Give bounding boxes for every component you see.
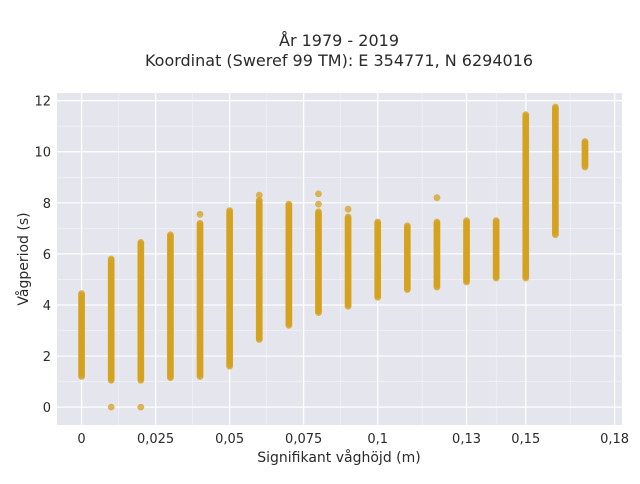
data-point-outlier [344, 205, 352, 213]
data-point [78, 290, 85, 297]
data-point-outlier [255, 191, 263, 199]
data-point [344, 213, 352, 221]
data-point-outlier [107, 403, 115, 411]
data-point [403, 222, 411, 230]
x-tick-label: 0,18 [600, 432, 629, 447]
y-tick-label: 10 [34, 146, 51, 161]
x-tick-label: 0,15 [511, 432, 540, 447]
x-tick-label: 0 [77, 432, 85, 447]
x-tick-label: 0,13 [452, 432, 481, 447]
x-tick-label: 0,05 [215, 432, 244, 447]
data-point [226, 207, 234, 214]
y-tick-label: 2 [43, 350, 51, 365]
y-tick-label: 6 [43, 248, 51, 263]
x-axis-label: Signifikant våghöjd (m) [257, 449, 420, 466]
data-points [78, 103, 589, 411]
x-tick-label: 0,1 [367, 432, 388, 447]
data-point-outlier [137, 403, 145, 411]
data-point [196, 219, 204, 227]
data-point [463, 217, 470, 225]
y-tick-label: 0 [43, 401, 51, 416]
y-tick-label: 12 [34, 95, 51, 110]
chart-title-line2: Koordinat (Sweref 99 TM): E 354771, N 62… [145, 51, 533, 70]
data-point-outlier [315, 200, 322, 208]
data-point-outlier [433, 194, 441, 202]
data-point [522, 111, 530, 119]
y-axis-label: Vågperiod (s) [15, 212, 32, 305]
data-point [315, 208, 322, 216]
data-point [137, 239, 145, 246]
data-point-outlier [196, 210, 204, 218]
y-tick-label: 4 [43, 299, 51, 314]
chart-title-line1: År 1979 - 2019 [279, 31, 399, 50]
tick-labels: 0 2 4 6 8 10 12 0 0,025 0,05 0,075 0,1 0,13 0,15 0,18 [34, 95, 629, 447]
data-point [255, 196, 263, 204]
data-point [492, 217, 500, 225]
x-tick-label: 0,025 [137, 432, 174, 447]
x-tick-label: 0,075 [285, 432, 322, 447]
data-point [285, 200, 293, 208]
data-point [433, 218, 441, 226]
data-point [581, 138, 589, 145]
data-point [107, 255, 115, 263]
data-point [167, 231, 174, 239]
data-point-outlier [315, 190, 322, 198]
data-point [374, 218, 382, 226]
data-point [551, 103, 559, 111]
y-tick-label: 8 [43, 197, 51, 212]
